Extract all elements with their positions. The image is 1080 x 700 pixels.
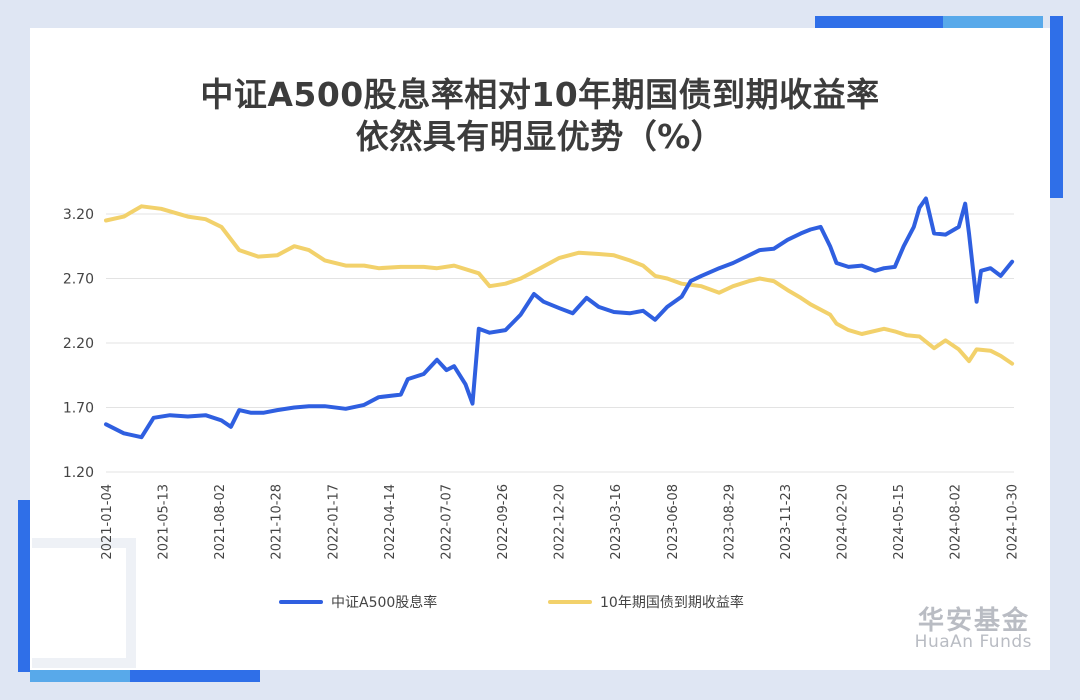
decor-bar-top-light bbox=[943, 16, 1043, 28]
y-tick-label: 1.20 bbox=[63, 465, 94, 481]
brand-logo-en: HuaAn Funds bbox=[914, 632, 1032, 652]
grid-lines bbox=[106, 213, 1014, 473]
chart-card bbox=[30, 28, 1050, 670]
x-tick-label: 2023-11-23 bbox=[779, 484, 794, 560]
brand-logo-cn: 华安基金 bbox=[917, 606, 1030, 636]
legend-item-bond: 10年期国债到期收益率 bbox=[548, 592, 744, 612]
legend-swatch-bond bbox=[548, 600, 592, 604]
x-tick-label: 2022-07-07 bbox=[439, 484, 454, 560]
chart-title: 中证A500股息率相对10年期国债到期收益率 依然具有明显优势（%） bbox=[30, 74, 1050, 158]
y-axis-ticks: 1.20 1.70 2.20 2.70 3.20 bbox=[63, 207, 94, 481]
x-tick-label: 2023-03-16 bbox=[609, 484, 624, 560]
decor-bar-right bbox=[1050, 16, 1063, 198]
decor-square bbox=[32, 538, 136, 668]
x-tick-label: 2021-10-28 bbox=[270, 484, 285, 560]
legend-item-a500: 中证A500股息率 bbox=[279, 592, 437, 612]
y-tick-label: 2.20 bbox=[63, 336, 94, 352]
y-tick-label: 3.20 bbox=[63, 207, 94, 223]
x-tick-label: 2023-06-08 bbox=[666, 484, 681, 560]
series-lines bbox=[104, 196, 1015, 440]
legend-label-a500: 中证A500股息率 bbox=[331, 595, 438, 611]
x-tick-label: 2021-08-02 bbox=[213, 484, 228, 560]
y-tick-label: 1.70 bbox=[63, 401, 94, 417]
x-tick-label: 2022-01-17 bbox=[326, 484, 341, 560]
y-tick-label: 2.70 bbox=[63, 272, 94, 288]
decor-bar-bottom-light bbox=[30, 670, 130, 682]
chart-title-line1: 中证A500股息率相对10年期国债到期收益率 bbox=[200, 75, 880, 114]
x-tick-label: 2023-08-29 bbox=[722, 484, 737, 560]
x-tick-label: 2024-02-20 bbox=[836, 484, 851, 560]
decor-bar-left bbox=[18, 500, 30, 672]
x-tick-label: 2022-09-26 bbox=[496, 484, 511, 560]
x-tick-label: 2022-12-20 bbox=[553, 484, 568, 560]
chart-title-line2: 依然具有明显优势（%） bbox=[355, 117, 725, 156]
x-tick-label: 2021-05-13 bbox=[157, 484, 172, 560]
series-line-bond bbox=[104, 204, 1015, 366]
legend-label-bond: 10年期国债到期收益率 bbox=[600, 595, 744, 611]
x-tick-label: 2024-05-15 bbox=[892, 484, 907, 560]
legend-swatch-a500 bbox=[279, 600, 323, 604]
legend: 中证A500股息率 10年期国债到期收益率 bbox=[0, 592, 1080, 612]
x-axis-ticks: 2021-01-04 2021-05-13 2021-08-02 2021-10-28… bbox=[100, 484, 1020, 560]
x-tick-label: 2024-10-30 bbox=[1005, 484, 1020, 560]
x-tick-label: 2024-08-02 bbox=[949, 484, 964, 560]
series-line-a500 bbox=[104, 196, 1015, 440]
x-tick-label: 2022-04-14 bbox=[383, 484, 398, 560]
x-tick-label: 2021-01-04 bbox=[100, 484, 115, 560]
